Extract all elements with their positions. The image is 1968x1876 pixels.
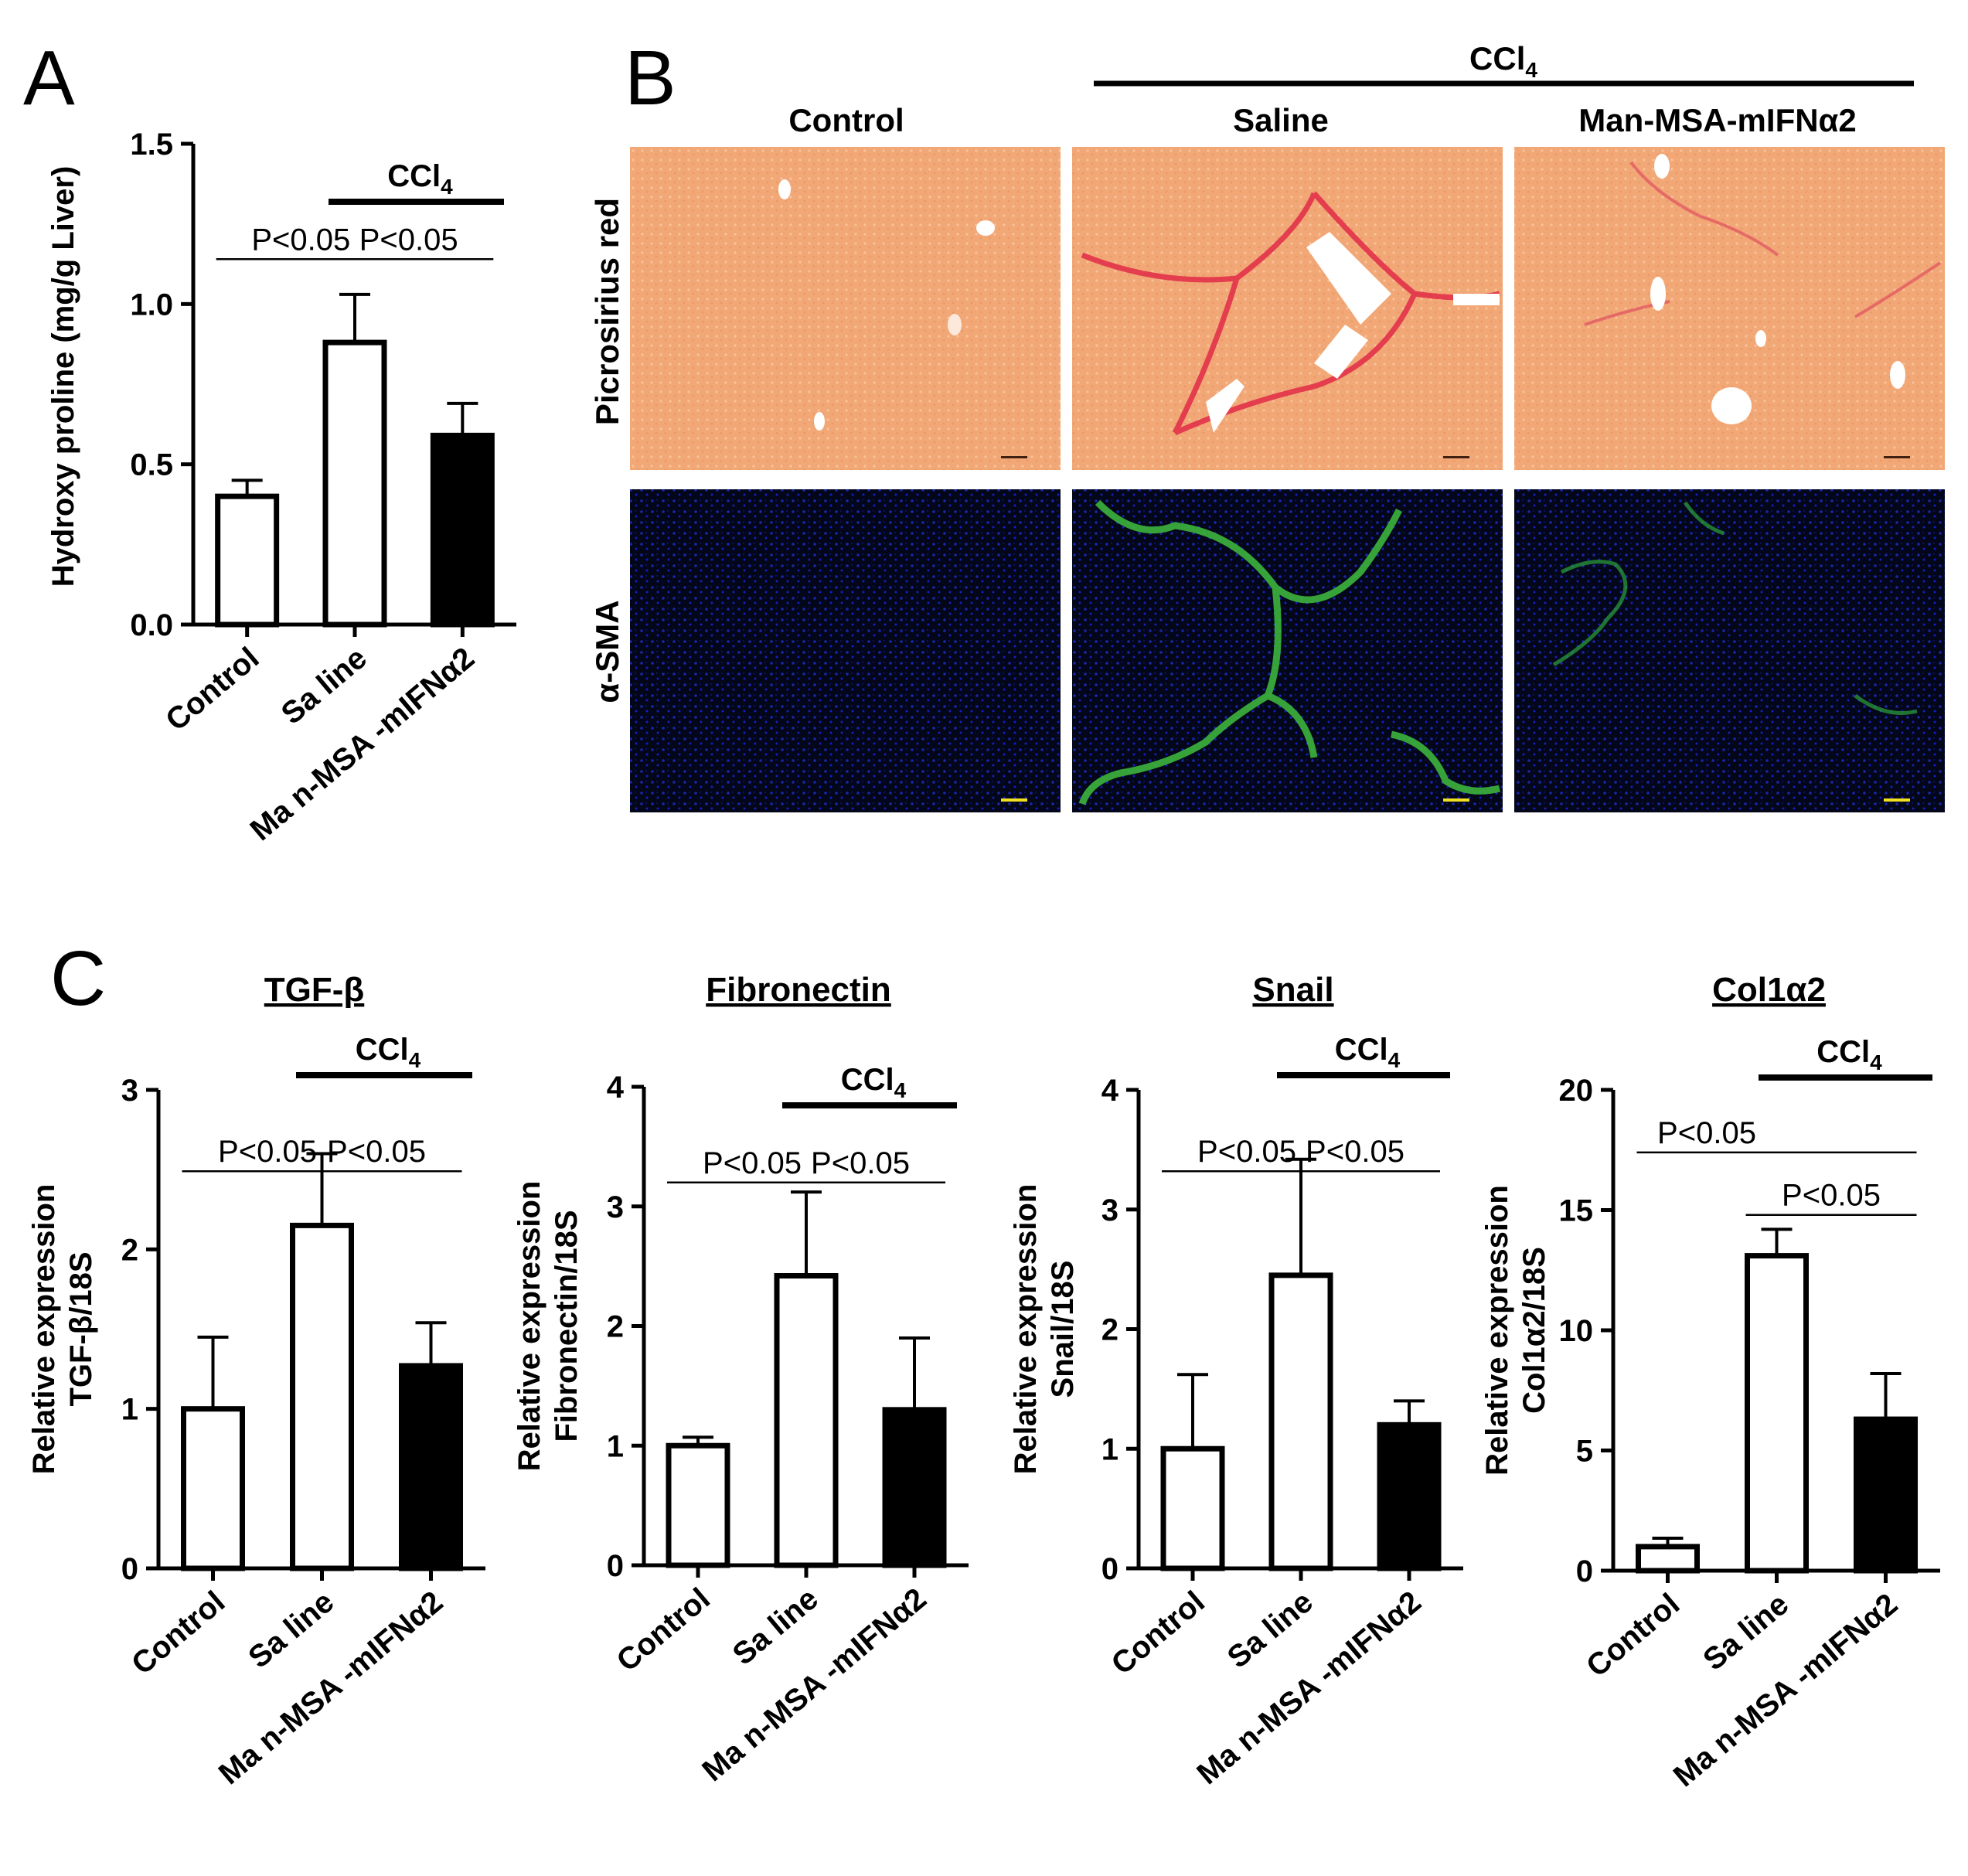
y-tick-label: 10: [1559, 1314, 1594, 1348]
p-value-label: P<0.05: [703, 1146, 802, 1180]
ccl4-label-b: CCl4: [1469, 40, 1537, 82]
y-tick-label: 0: [121, 1552, 138, 1586]
y-tick-label: 20: [1559, 1074, 1594, 1108]
x-category-label: Sa line: [727, 1581, 825, 1672]
panel-label-c: C: [50, 935, 106, 1022]
micrograph-picrosirius-saline: [1072, 147, 1503, 470]
y-tick-label: 0: [607, 1549, 624, 1583]
y-tick-label: 3: [121, 1074, 138, 1108]
x-category-label: Control: [611, 1581, 717, 1678]
chart-title: Snail: [1252, 971, 1333, 1009]
y-axis-label: Relative expression: [1480, 1185, 1514, 1476]
bar: [322, 339, 387, 628]
y-tick-label: 0.5: [130, 448, 173, 482]
y-axis-label: Snail/18S: [1046, 1261, 1080, 1398]
x-category-label: Sa line: [242, 1585, 340, 1675]
y-tick-label: 4: [1101, 1074, 1119, 1108]
ccl4-label: CCl4: [1816, 1035, 1882, 1074]
p-value-label: P<0.05: [1306, 1135, 1404, 1169]
x-category-label: Control: [159, 641, 265, 737]
bar: [215, 493, 280, 628]
ccl4-label: CCl4: [356, 1033, 421, 1072]
y-axis-label: Relative expression: [27, 1184, 61, 1475]
bar: [290, 1222, 354, 1571]
p-value-label: P<0.05: [251, 223, 350, 257]
micrograph-picrosirius-man-msa: [1514, 147, 1945, 470]
y-tick-label: 3: [607, 1190, 624, 1224]
y-tick-label: 0: [1101, 1552, 1118, 1586]
bar: [882, 1407, 947, 1568]
y-axis-label: Relative expression: [1009, 1184, 1043, 1475]
y-tick-label: 3: [1101, 1193, 1118, 1227]
y-tick-label: 0: [1576, 1554, 1593, 1588]
p-value-label: P<0.05: [359, 223, 458, 257]
p-value-label: P<0.05: [1197, 1135, 1296, 1169]
y-tick-label: 1: [121, 1393, 138, 1427]
ccl4-label: CCl4: [1335, 1033, 1401, 1072]
p-value-label: P<0.05: [327, 1135, 426, 1169]
y-tick-label: 1.5: [130, 128, 173, 162]
bar: [1377, 1421, 1442, 1571]
y-tick-label: 2: [607, 1310, 624, 1344]
y-tick-label: 2: [121, 1233, 138, 1267]
ccl4-label: CCl4: [387, 159, 453, 199]
bar: [666, 1442, 730, 1568]
y-tick-label: 0.0: [130, 608, 173, 642]
bar: [1854, 1416, 1918, 1574]
row-label-sma: α-SMA: [589, 600, 625, 703]
chart-title: Fibronectin: [706, 971, 891, 1009]
y-tick-label: 1: [1101, 1432, 1118, 1466]
panel-label-b: B: [625, 35, 676, 121]
y-axis-label: Relative expression: [512, 1181, 546, 1472]
col-header-saline: Saline: [1233, 102, 1329, 138]
y-tick-label: 5: [1576, 1435, 1593, 1469]
x-category-label: Control: [125, 1585, 231, 1681]
y-tick-label: 4: [607, 1071, 625, 1105]
x-category-label: Sa line: [1221, 1585, 1319, 1675]
col-header-man-msa: Man-MSA-mIFNα2: [1578, 102, 1856, 138]
y-axis-label: Col1α2/18S: [1517, 1247, 1551, 1414]
y-axis-label: Fibronectin/18S: [550, 1210, 584, 1442]
y-axis-label: Hydroxy proline (mg/g Liver): [46, 166, 80, 587]
micrograph-sma-saline: [1072, 489, 1503, 812]
micrograph-picrosirius-control: [630, 147, 1061, 470]
chart-title: TGF-β: [264, 971, 365, 1009]
micrograph-sma-control: [630, 489, 1061, 812]
ccl4-label: CCl4: [841, 1063, 907, 1102]
x-category-label: Sa line: [275, 641, 373, 731]
x-category-label: Control: [1105, 1585, 1211, 1681]
y-tick-label: 1.0: [130, 288, 173, 322]
chart-title: Col1α2: [1712, 971, 1826, 1009]
col-header-control: Control: [788, 102, 904, 138]
micrograph-sma-man-msa: [1514, 489, 1945, 812]
p-value-label: P<0.05: [218, 1135, 317, 1169]
p-value-label: P<0.05: [1782, 1179, 1881, 1213]
bar: [774, 1273, 839, 1568]
bar: [1268, 1272, 1333, 1571]
bar: [1636, 1544, 1700, 1574]
bar: [430, 432, 495, 628]
bar: [399, 1363, 463, 1571]
panel-label-a: A: [23, 35, 75, 121]
y-axis-label: TGF-β/18S: [64, 1252, 98, 1407]
bar: [1745, 1253, 1809, 1574]
p-value-label: P<0.05: [811, 1146, 910, 1180]
y-tick-label: 2: [1101, 1313, 1118, 1347]
p-value-label: P<0.05: [1657, 1116, 1756, 1150]
bar: [181, 1406, 245, 1571]
y-tick-label: 1: [607, 1429, 624, 1463]
x-category-label: Control: [1580, 1587, 1686, 1684]
y-tick-label: 15: [1559, 1194, 1594, 1228]
x-category-label: Sa line: [1697, 1587, 1795, 1677]
row-label-picrosirius: Picrosirius red: [589, 198, 625, 425]
bar: [1160, 1445, 1225, 1571]
